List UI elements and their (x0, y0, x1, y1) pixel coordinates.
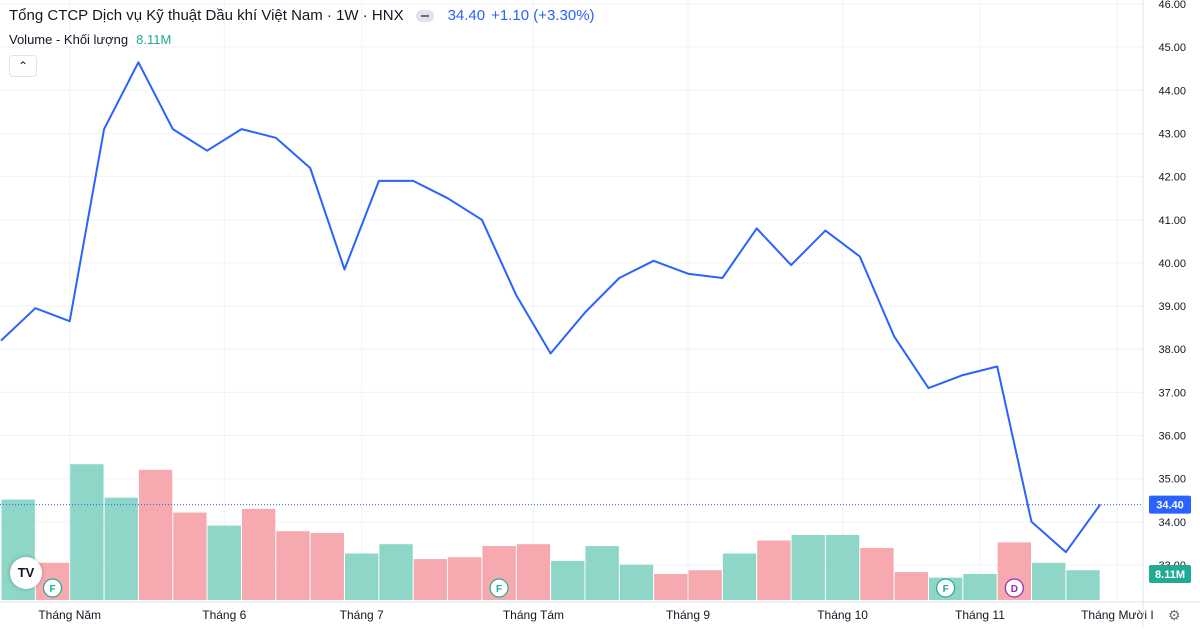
volume-bar (208, 526, 241, 600)
chart-legend-title: Tổng CTCP Dịch vụ Kỹ thuật Dầu khí Việt … (9, 7, 595, 24)
x-tick-label: Tháng 9 (666, 608, 710, 622)
event-marker-label: F (49, 584, 55, 595)
x-tick-label: Tháng 11 (955, 608, 1005, 622)
y-tick-label: 42.00 (1158, 172, 1186, 184)
tradingview-logo[interactable]: TV (10, 557, 42, 589)
y-tick-label: 41.00 (1158, 215, 1186, 227)
volume-bar (757, 540, 790, 600)
volume-bar (620, 565, 653, 600)
volume-bar (379, 544, 412, 600)
volume-bar (139, 470, 172, 600)
y-tick-label: 45.00 (1158, 42, 1186, 54)
y-tick-label: 40.00 (1158, 258, 1186, 270)
volume-bar (689, 570, 722, 600)
volume-bar (311, 533, 344, 600)
volume-bar (654, 574, 687, 600)
price-tag-label: 34.40 (1156, 500, 1184, 512)
y-tick-label: 38.00 (1158, 344, 1186, 356)
volume-bar (551, 561, 584, 600)
volume-tag-label: 8.11M (1155, 569, 1185, 581)
x-tick-label: Tháng 7 (340, 608, 384, 622)
volume-bar (242, 509, 275, 600)
volume-bar (70, 464, 103, 600)
volume-bar (1032, 563, 1065, 600)
y-tick-label: 35.00 (1158, 474, 1186, 486)
volume-bar (345, 554, 378, 601)
y-tick-label: 46.00 (1158, 0, 1186, 11)
y-tick-label: 44.00 (1158, 85, 1186, 97)
volume-bars (2, 464, 1100, 600)
y-tick-label: 36.00 (1158, 431, 1186, 443)
volume-bar (414, 559, 447, 600)
volume-bar (723, 554, 756, 601)
volume-value: 8.11M (136, 32, 171, 47)
volume-bar (792, 535, 825, 600)
hide-icon[interactable] (416, 10, 434, 22)
x-tick-label: Tháng 6 (202, 608, 246, 622)
volume-bar (860, 548, 893, 600)
volume-bar (276, 531, 309, 600)
volume-bar (963, 574, 996, 600)
y-tick-label: 39.00 (1158, 301, 1186, 313)
volume-bar (826, 535, 859, 600)
volume-bar (517, 544, 550, 600)
volume-bar (105, 498, 138, 600)
volume-label[interactable]: Volume - Khối lượng (9, 32, 128, 47)
volume-bar (585, 546, 618, 600)
event-marker-label: F (943, 584, 949, 595)
x-tick-label: Tháng Năm (38, 608, 101, 622)
price-change: +1.10 (+3.30%) (491, 7, 594, 24)
event-marker-label: D (1011, 584, 1018, 595)
symbol-title[interactable]: Tổng CTCP Dịch vụ Kỹ thuật Dầu khí Việt … (9, 7, 404, 24)
chevron-up-icon[interactable]: ⌃ (9, 55, 37, 77)
volume-bar (173, 513, 206, 600)
x-tick-label: Tháng Tám (503, 608, 564, 622)
volume-bar (895, 572, 928, 600)
y-tick-label: 37.00 (1158, 387, 1186, 399)
volume-bar (1066, 570, 1099, 600)
y-tick-label: 43.00 (1158, 128, 1186, 140)
y-tick-label: 34.00 (1158, 517, 1186, 529)
gear-icon[interactable]: ⚙ (1168, 607, 1181, 624)
event-marker-label: F (496, 584, 502, 595)
volume-bar (448, 557, 481, 600)
last-price: 34.40 (448, 7, 486, 24)
chart-legend-volume: Volume - Khối lượng 8.11M (9, 32, 171, 47)
x-tick-label: Tháng 10 (817, 608, 868, 622)
